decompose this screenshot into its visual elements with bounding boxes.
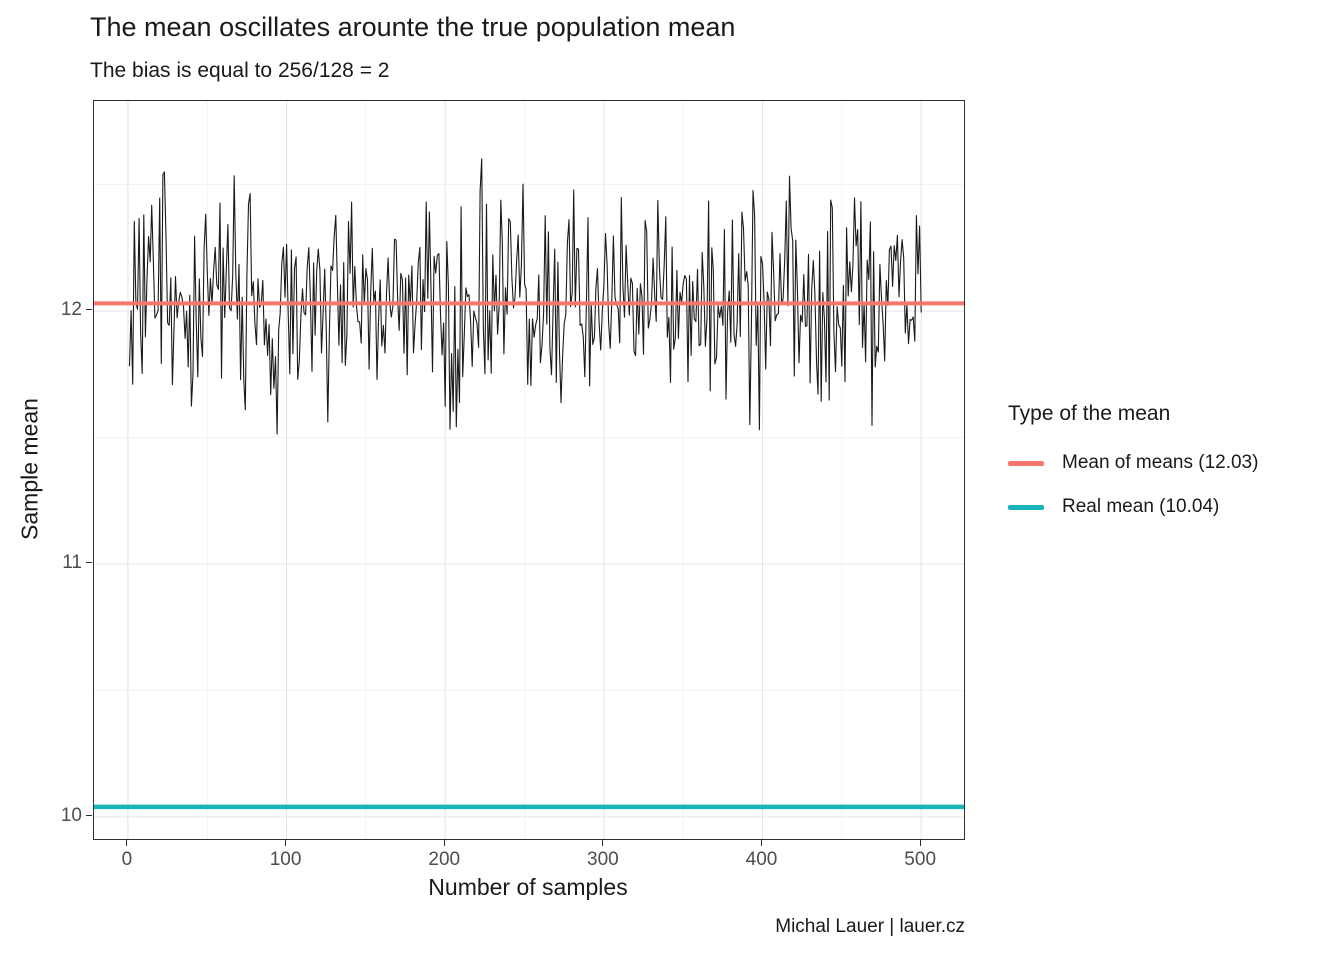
- legend-entry-mean-of-means: Mean of means (12.03): [1008, 452, 1258, 474]
- x-tick-mark: [443, 840, 445, 846]
- caption: Michal Lauer | lauer.cz: [775, 916, 965, 937]
- x-tick-label: 400: [745, 849, 778, 870]
- y-tick-mark: [86, 562, 92, 564]
- x-tick-label: 0: [121, 849, 133, 870]
- x-tick-label: 300: [587, 849, 619, 870]
- y-axis-title: Sample mean: [16, 398, 43, 540]
- x-tick-mark: [919, 840, 921, 846]
- legend-entry-label: Real mean (10.04): [1062, 496, 1220, 517]
- chart-canvas: [94, 101, 964, 839]
- y-tick-label: 12: [60, 298, 82, 320]
- y-tick-label: 10: [60, 804, 82, 826]
- y-tick-label: 11: [62, 551, 82, 573]
- x-axis-title: Number of samples: [428, 874, 628, 900]
- sample-mean-line: [128, 158, 922, 435]
- x-tick-label: 100: [269, 849, 302, 870]
- x-tick-mark: [285, 840, 287, 846]
- chart-subtitle: The bias is equal to 256/128 = 2: [90, 59, 390, 82]
- legend: Type of the mean Mean of means (12.03) R…: [1008, 402, 1258, 540]
- x-tick-label: 500: [904, 849, 937, 870]
- chart-title: The mean oscillates arounte the true pop…: [90, 12, 736, 42]
- plot-panel: [93, 100, 965, 840]
- mean-of-means-line-swatch: [1008, 460, 1044, 466]
- y-tick-mark: [86, 815, 92, 817]
- legend-title: Type of the mean: [1008, 402, 1171, 425]
- x-tick-label: 200: [428, 849, 461, 870]
- x-tick-mark: [602, 840, 604, 846]
- legend-entry-real-mean: Real mean (10.04): [1008, 496, 1258, 518]
- x-tick-mark: [761, 840, 763, 846]
- real-mean-line-swatch: [1008, 504, 1044, 510]
- legend-entry-label: Mean of means (12.03): [1062, 452, 1259, 473]
- x-tick-mark: [126, 840, 128, 846]
- y-tick-mark: [86, 309, 92, 311]
